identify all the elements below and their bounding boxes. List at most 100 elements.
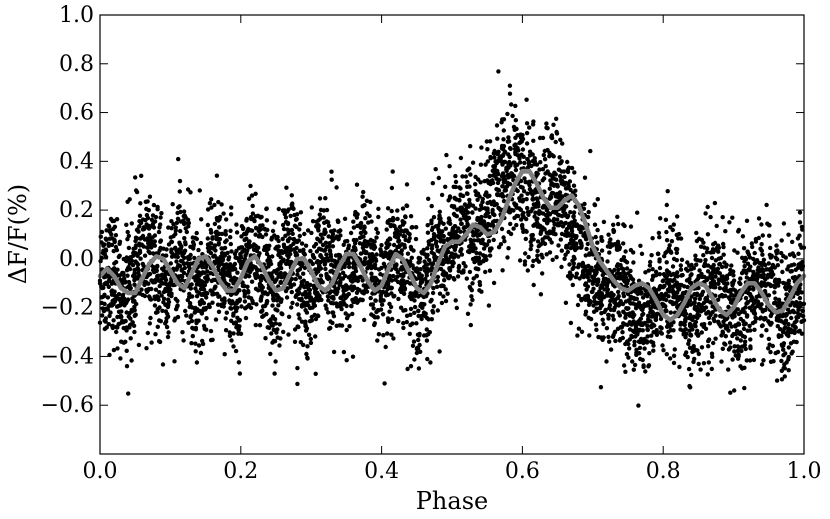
data-point [712, 318, 717, 324]
data-point [213, 284, 218, 289]
data-point [717, 271, 722, 276]
data-point [374, 309, 379, 315]
data-point [294, 251, 299, 256]
data-point [331, 301, 336, 306]
data-point [507, 91, 513, 96]
data-point [775, 278, 780, 283]
data-point [500, 194, 506, 199]
data-point [272, 317, 278, 322]
data-point [440, 272, 445, 277]
data-point [192, 255, 197, 261]
data-point [366, 220, 371, 225]
data-point [720, 346, 725, 351]
data-point [390, 218, 395, 223]
data-point [297, 316, 302, 321]
data-point [226, 255, 232, 260]
data-point [606, 334, 611, 340]
data-point [796, 287, 801, 292]
data-point [485, 147, 490, 152]
data-point [570, 282, 575, 288]
data-point [282, 244, 287, 249]
data-point [126, 265, 131, 270]
data-point [467, 284, 472, 290]
data-point [274, 268, 280, 273]
data-point [402, 234, 408, 239]
data-point [527, 125, 532, 130]
data-point [387, 276, 392, 281]
data-point [585, 284, 591, 289]
data-point [233, 255, 238, 260]
data-point [361, 234, 366, 239]
data-point [176, 156, 181, 162]
data-point [228, 212, 234, 217]
data-point [309, 318, 314, 323]
data-point [401, 278, 406, 283]
data-point [497, 155, 502, 160]
data-point [280, 222, 286, 228]
data-point [759, 262, 765, 268]
data-point [403, 307, 408, 313]
data-point [768, 283, 773, 289]
data-point [320, 280, 325, 285]
data-point [429, 227, 435, 233]
data-point [414, 350, 420, 356]
data-point [677, 286, 682, 291]
data-point [747, 305, 752, 310]
data-point [151, 202, 157, 208]
data-point [779, 238, 784, 243]
data-point [215, 302, 221, 307]
data-point [386, 251, 392, 256]
data-point [189, 282, 194, 287]
data-point [431, 304, 436, 309]
data-point [223, 229, 228, 234]
data-point [564, 245, 569, 250]
data-point [713, 313, 718, 318]
data-point [223, 232, 228, 237]
data-point [360, 194, 365, 199]
data-point [208, 288, 213, 293]
data-point [158, 215, 163, 220]
data-point [189, 341, 194, 346]
data-point [671, 256, 677, 262]
data-point [391, 242, 397, 248]
data-point [499, 120, 504, 125]
data-point [240, 283, 245, 289]
data-point [177, 189, 182, 194]
data-point [583, 264, 589, 269]
data-point [773, 296, 778, 301]
data-point [141, 244, 146, 249]
data-point [492, 148, 497, 154]
data-point [559, 264, 564, 270]
data-point [751, 287, 756, 292]
data-point [427, 257, 432, 263]
data-point [338, 228, 343, 233]
data-point [579, 329, 585, 334]
data-point [704, 311, 709, 316]
data-point [223, 328, 229, 333]
data-point [705, 204, 710, 210]
data-point [496, 69, 501, 74]
data-point [509, 102, 514, 107]
data-point [616, 289, 621, 295]
data-point [232, 275, 237, 280]
data-point [452, 277, 457, 282]
data-point [494, 201, 499, 207]
data-point [211, 254, 216, 259]
data-point [670, 278, 675, 284]
data-point [623, 249, 628, 254]
data-point [651, 343, 656, 348]
data-point [645, 327, 650, 332]
data-point [535, 239, 541, 244]
data-point [114, 304, 120, 309]
data-point [573, 274, 579, 280]
data-point [255, 213, 261, 218]
data-point [257, 323, 263, 328]
data-point [506, 175, 511, 180]
data-point [331, 296, 336, 301]
data-point [155, 276, 160, 281]
data-point [579, 298, 584, 303]
data-point [658, 316, 664, 322]
data-point [759, 248, 764, 253]
data-point [159, 293, 164, 298]
data-point [713, 274, 718, 279]
